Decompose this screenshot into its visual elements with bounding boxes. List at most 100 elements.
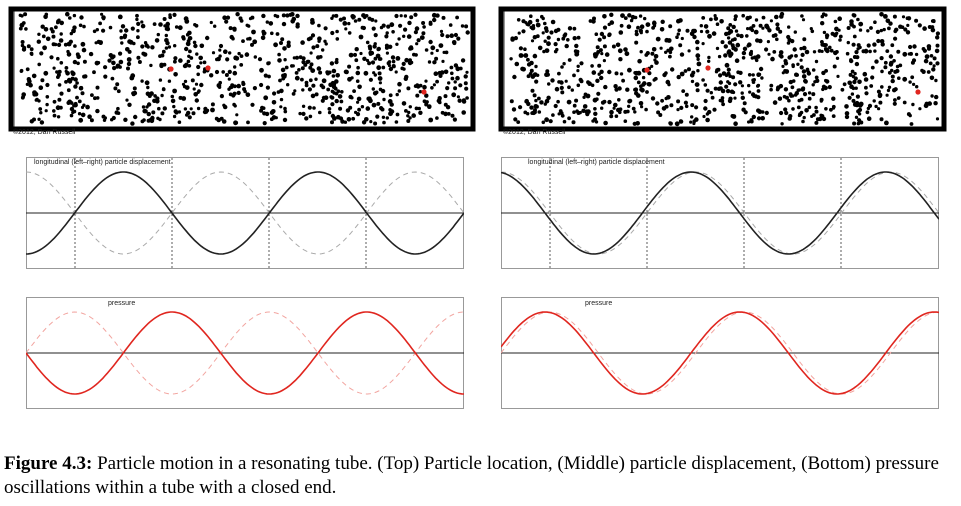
particle — [69, 113, 74, 118]
particle — [330, 95, 335, 100]
particle — [251, 29, 256, 35]
particle — [132, 90, 138, 96]
particle — [66, 100, 71, 105]
particle — [741, 13, 745, 18]
particle — [877, 92, 883, 98]
particle — [274, 116, 278, 120]
particle — [712, 107, 717, 112]
particle — [571, 120, 576, 125]
particle — [541, 31, 545, 35]
particle — [852, 24, 856, 29]
particle — [51, 34, 56, 39]
particle — [819, 99, 823, 103]
particle — [430, 86, 434, 90]
particle — [277, 58, 282, 63]
particle — [301, 88, 305, 92]
particle — [600, 52, 604, 56]
particle — [41, 34, 46, 39]
particle — [868, 49, 872, 54]
particle — [38, 85, 44, 90]
particle — [264, 111, 270, 117]
particle — [406, 86, 411, 91]
particle — [873, 49, 877, 53]
particle — [334, 98, 339, 104]
particle — [923, 58, 929, 64]
particle — [172, 114, 177, 119]
particle — [140, 79, 144, 83]
particle — [781, 64, 785, 68]
particle — [419, 35, 425, 40]
particle — [155, 96, 160, 101]
tracked-particle — [644, 67, 650, 73]
particle — [119, 35, 124, 40]
credit-right: ©2012, Dan Russell — [503, 129, 566, 136]
particle — [591, 19, 596, 24]
particle — [57, 69, 62, 74]
particle — [544, 28, 549, 33]
particle — [136, 35, 140, 40]
particle — [669, 46, 674, 52]
particle — [173, 56, 178, 61]
particle — [422, 25, 426, 29]
particle — [37, 99, 41, 103]
particle — [56, 73, 61, 77]
particle — [865, 110, 870, 115]
particle — [52, 113, 57, 118]
particle — [181, 82, 186, 86]
particle — [371, 87, 375, 91]
particle — [252, 39, 258, 45]
particle — [857, 107, 863, 112]
particle — [265, 20, 269, 24]
particle — [582, 95, 586, 100]
particle — [218, 54, 222, 58]
particle — [892, 14, 897, 19]
particle — [542, 49, 546, 54]
particle — [574, 43, 579, 49]
particle — [279, 88, 284, 94]
particle — [451, 40, 457, 45]
particle — [245, 92, 249, 96]
particle — [885, 93, 889, 97]
particle — [812, 50, 817, 54]
left-particle-tube — [8, 6, 476, 132]
credit-left: ©2012, Dan Russell — [13, 129, 76, 136]
particle — [330, 102, 335, 107]
particle — [323, 26, 328, 31]
particle — [136, 55, 141, 60]
particle — [369, 120, 373, 124]
particle — [752, 94, 756, 98]
particle — [352, 89, 356, 93]
particle — [535, 18, 540, 23]
particle — [741, 56, 746, 60]
particle — [724, 84, 729, 89]
particle — [639, 50, 643, 54]
particle — [787, 25, 791, 29]
particle — [398, 23, 403, 28]
particle — [464, 24, 469, 29]
particle — [130, 121, 135, 126]
particle — [140, 119, 145, 124]
particle — [81, 47, 87, 53]
particle — [703, 98, 708, 104]
particle — [852, 34, 857, 39]
particle — [430, 45, 436, 51]
particle — [590, 83, 595, 88]
particle — [934, 48, 940, 54]
particle — [152, 98, 157, 104]
particle — [110, 76, 115, 81]
particle — [408, 105, 412, 109]
particle — [892, 101, 897, 106]
particle — [317, 23, 321, 28]
particle — [802, 37, 807, 42]
particle — [653, 76, 658, 81]
pressure-label-left: pressure — [108, 300, 136, 307]
particle — [769, 83, 774, 88]
particle — [447, 81, 451, 85]
particle — [34, 98, 38, 102]
particle — [633, 75, 639, 81]
particle — [391, 59, 396, 64]
particle — [71, 110, 75, 115]
particle — [679, 71, 685, 77]
particle — [788, 79, 793, 85]
particle — [784, 110, 789, 116]
